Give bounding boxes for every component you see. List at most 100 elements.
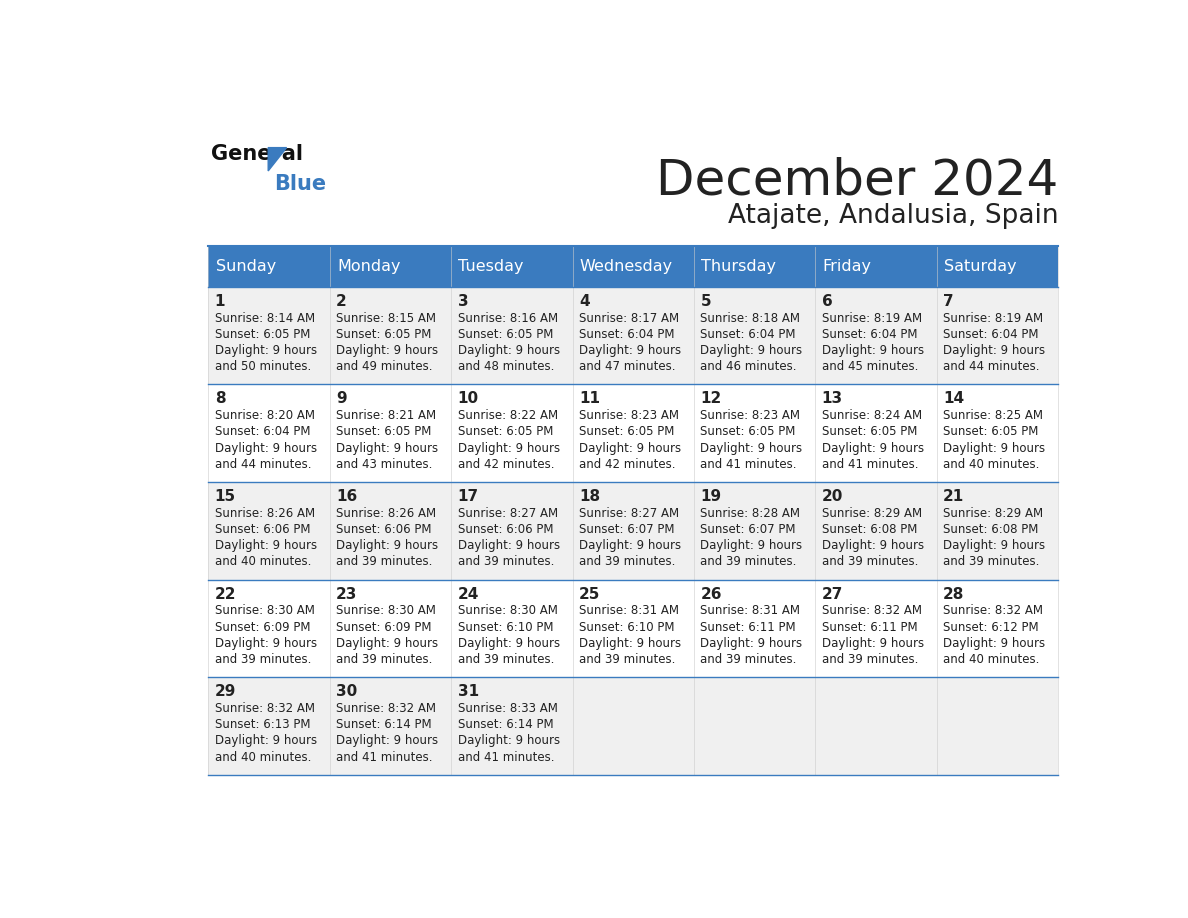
Text: and 39 minutes.: and 39 minutes. [822, 653, 918, 666]
Text: and 40 minutes.: and 40 minutes. [943, 653, 1040, 666]
Bar [815, 246, 937, 286]
Text: Sunset: 6:04 PM: Sunset: 6:04 PM [701, 328, 796, 341]
Text: and 50 minutes.: and 50 minutes. [215, 361, 311, 374]
Text: Sunset: 6:12 PM: Sunset: 6:12 PM [943, 621, 1038, 633]
Text: and 41 minutes.: and 41 minutes. [336, 751, 432, 764]
Bar [815, 579, 937, 677]
Text: 7: 7 [943, 294, 954, 309]
Bar [208, 677, 330, 775]
Text: Sunset: 6:10 PM: Sunset: 6:10 PM [457, 621, 554, 633]
Text: Daylight: 9 hours: Daylight: 9 hours [457, 442, 560, 454]
Text: and 43 minutes.: and 43 minutes. [336, 458, 432, 471]
Text: Thursday: Thursday [701, 259, 776, 274]
Text: Sunset: 6:08 PM: Sunset: 6:08 PM [943, 523, 1038, 536]
Text: Sunset: 6:10 PM: Sunset: 6:10 PM [579, 621, 675, 633]
Bar [451, 677, 573, 775]
Bar [937, 482, 1059, 579]
Bar [451, 579, 573, 677]
Text: Daylight: 9 hours: Daylight: 9 hours [943, 637, 1045, 650]
Text: Sunset: 6:05 PM: Sunset: 6:05 PM [457, 425, 552, 439]
Text: Sunset: 6:06 PM: Sunset: 6:06 PM [457, 523, 554, 536]
Bar [451, 286, 573, 385]
Text: Monday: Monday [337, 259, 400, 274]
Text: and 48 minutes.: and 48 minutes. [457, 361, 554, 374]
Text: Sunset: 6:05 PM: Sunset: 6:05 PM [943, 425, 1038, 439]
Text: Daylight: 9 hours: Daylight: 9 hours [579, 637, 681, 650]
Text: 13: 13 [822, 391, 843, 407]
Bar [330, 579, 451, 677]
Text: and 45 minutes.: and 45 minutes. [822, 361, 918, 374]
Text: and 39 minutes.: and 39 minutes. [336, 555, 432, 568]
Text: Daylight: 9 hours: Daylight: 9 hours [457, 344, 560, 357]
Text: 26: 26 [701, 587, 722, 601]
Bar [208, 385, 330, 482]
Text: Daylight: 9 hours: Daylight: 9 hours [701, 637, 803, 650]
Bar [815, 286, 937, 385]
Text: Blue: Blue [273, 174, 326, 194]
Bar [573, 385, 694, 482]
Text: Atajate, Andalusia, Spain: Atajate, Andalusia, Spain [727, 204, 1059, 230]
Bar [694, 579, 815, 677]
Text: Sunset: 6:05 PM: Sunset: 6:05 PM [336, 425, 431, 439]
Text: Sunrise: 8:27 AM: Sunrise: 8:27 AM [457, 507, 557, 520]
Text: and 40 minutes.: and 40 minutes. [943, 458, 1040, 471]
Text: and 41 minutes.: and 41 minutes. [457, 751, 554, 764]
Text: Daylight: 9 hours: Daylight: 9 hours [215, 539, 317, 553]
Text: and 40 minutes.: and 40 minutes. [215, 555, 311, 568]
Text: Sunrise: 8:30 AM: Sunrise: 8:30 AM [336, 604, 436, 617]
Text: 15: 15 [215, 489, 236, 504]
Bar [208, 246, 330, 286]
Text: Daylight: 9 hours: Daylight: 9 hours [822, 442, 924, 454]
Text: 11: 11 [579, 391, 600, 407]
Text: Daylight: 9 hours: Daylight: 9 hours [579, 539, 681, 553]
Bar [330, 385, 451, 482]
Text: and 39 minutes.: and 39 minutes. [701, 555, 797, 568]
Bar [937, 579, 1059, 677]
Text: 20: 20 [822, 489, 843, 504]
Text: 24: 24 [457, 587, 479, 601]
Bar [694, 246, 815, 286]
Text: Daylight: 9 hours: Daylight: 9 hours [701, 344, 803, 357]
Text: and 39 minutes.: and 39 minutes. [579, 653, 675, 666]
Text: Sunrise: 8:14 AM: Sunrise: 8:14 AM [215, 311, 315, 325]
Text: and 39 minutes.: and 39 minutes. [457, 653, 554, 666]
Bar [694, 482, 815, 579]
Polygon shape [268, 148, 286, 171]
Text: Sunset: 6:05 PM: Sunset: 6:05 PM [579, 425, 675, 439]
Bar [694, 385, 815, 482]
Text: Sunrise: 8:29 AM: Sunrise: 8:29 AM [943, 507, 1043, 520]
Bar [815, 482, 937, 579]
Text: 17: 17 [457, 489, 479, 504]
Text: and 49 minutes.: and 49 minutes. [336, 361, 432, 374]
Text: 9: 9 [336, 391, 347, 407]
Text: Sunday: Sunday [216, 259, 276, 274]
Text: Sunrise: 8:26 AM: Sunrise: 8:26 AM [215, 507, 315, 520]
Text: Daylight: 9 hours: Daylight: 9 hours [336, 539, 438, 553]
Text: Daylight: 9 hours: Daylight: 9 hours [822, 344, 924, 357]
Text: Sunrise: 8:30 AM: Sunrise: 8:30 AM [215, 604, 315, 617]
Text: Sunrise: 8:21 AM: Sunrise: 8:21 AM [336, 409, 436, 422]
Text: 21: 21 [943, 489, 965, 504]
Text: Sunset: 6:14 PM: Sunset: 6:14 PM [457, 718, 554, 731]
Text: Sunset: 6:05 PM: Sunset: 6:05 PM [701, 425, 796, 439]
Text: Sunrise: 8:32 AM: Sunrise: 8:32 AM [943, 604, 1043, 617]
Text: Sunrise: 8:19 AM: Sunrise: 8:19 AM [943, 311, 1043, 325]
Bar [208, 579, 330, 677]
Text: 23: 23 [336, 587, 358, 601]
Text: Sunrise: 8:31 AM: Sunrise: 8:31 AM [701, 604, 801, 617]
Bar [937, 286, 1059, 385]
Text: Daylight: 9 hours: Daylight: 9 hours [579, 344, 681, 357]
Bar [330, 246, 451, 286]
Text: 19: 19 [701, 489, 721, 504]
Text: and 46 minutes.: and 46 minutes. [701, 361, 797, 374]
Text: 6: 6 [822, 294, 833, 309]
Text: Sunrise: 8:30 AM: Sunrise: 8:30 AM [457, 604, 557, 617]
Text: 16: 16 [336, 489, 358, 504]
Text: Sunrise: 8:20 AM: Sunrise: 8:20 AM [215, 409, 315, 422]
Text: Sunset: 6:05 PM: Sunset: 6:05 PM [336, 328, 431, 341]
Text: 29: 29 [215, 684, 236, 700]
Text: Sunset: 6:08 PM: Sunset: 6:08 PM [822, 523, 917, 536]
Bar [815, 385, 937, 482]
Text: Sunset: 6:05 PM: Sunset: 6:05 PM [215, 328, 310, 341]
Text: Daylight: 9 hours: Daylight: 9 hours [579, 442, 681, 454]
